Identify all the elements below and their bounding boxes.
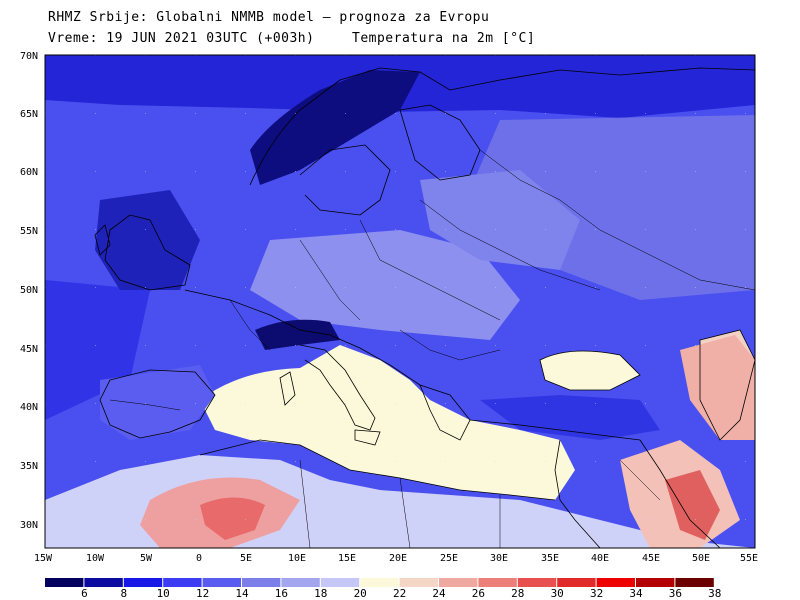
colorbar-label: 10 <box>157 587 170 600</box>
colorbar-label: 6 <box>81 587 88 600</box>
lat-label: 50N <box>20 285 38 296</box>
lon-label: 35E <box>541 553 559 564</box>
colorbar-swatch <box>123 578 163 587</box>
lon-label: 0 <box>196 553 202 564</box>
lat-label: 30N <box>20 520 38 531</box>
lon-label: 40E <box>591 553 609 564</box>
colorbar-swatch <box>399 578 438 587</box>
lon-label: 5E <box>240 553 252 564</box>
lon-label: 20E <box>389 553 407 564</box>
colorbar-label: 34 <box>629 587 643 600</box>
colorbar-label: 26 <box>472 587 485 600</box>
parameter-label: Temperatura na 2m [°C] <box>352 31 536 46</box>
colorbar-swatch <box>360 578 399 587</box>
lon-label: 15E <box>338 553 356 564</box>
colorbar-swatch <box>242 578 281 587</box>
colorbar-swatch <box>636 578 675 587</box>
colorbar-label: 8 <box>120 587 127 600</box>
chart-title-line2: Vreme: 19 JUN 2021 03UTC (+003h) <box>48 31 315 46</box>
colorbar-label: 30 <box>551 587 564 600</box>
colorbar-swatch <box>163 578 202 587</box>
lon-label: 25E <box>440 553 458 564</box>
colorbar-swatch <box>84 578 123 587</box>
colorbar-swatch <box>596 578 635 587</box>
lon-label: 50E <box>692 553 710 564</box>
lon-label: 15W <box>34 553 53 564</box>
colorbar-swatch <box>281 578 320 587</box>
colorbar-label: 18 <box>314 587 327 600</box>
lon-label: 10W <box>86 553 105 564</box>
lon-label: 10E <box>288 553 306 564</box>
lat-label: 65N <box>20 109 38 120</box>
lat-label: 70N <box>20 51 38 62</box>
lon-label: 30E <box>490 553 508 564</box>
latitude-labels: 70N 65N 60N 55N 50N 45N 40N 35N 30N <box>20 51 38 531</box>
colorbar-swatch <box>478 578 517 587</box>
map-frame <box>44 54 756 549</box>
colorbar-label: 28 <box>511 587 524 600</box>
colorbar-swatch <box>45 578 84 587</box>
lat-label: 40N <box>20 402 38 413</box>
colorbar-swatch <box>439 578 478 587</box>
longitude-labels: 15W 10W 5W 0 5E 10E 15E 20E 25E 30E 35E … <box>34 553 758 564</box>
lat-label: 45N <box>20 344 38 355</box>
colorbar-label: 24 <box>432 587 446 600</box>
chart-title-line1: RHMZ Srbije: Globalni NMMB model — progn… <box>48 10 490 25</box>
colorbar-label: 38 <box>708 587 721 600</box>
colorbar-swatch <box>320 578 360 587</box>
lat-label: 35N <box>20 461 38 472</box>
map-field <box>45 55 755 548</box>
colorbar-swatch <box>202 578 241 587</box>
colorbar-label: 22 <box>393 587 406 600</box>
lon-label: 45E <box>642 553 660 564</box>
colorbar-label: 16 <box>275 587 288 600</box>
lat-label: 60N <box>20 167 38 178</box>
colorbar-label: 32 <box>590 587 603 600</box>
colorbar-label: 12 <box>196 587 209 600</box>
lon-label: 5W <box>140 553 153 564</box>
colorbar-label: 36 <box>669 587 682 600</box>
colorbar-swatch <box>557 578 596 587</box>
colorbar-label: 20 <box>354 587 367 600</box>
lon-label: 55E <box>740 553 758 564</box>
colorbar-swatch <box>675 578 714 587</box>
colorbar-label: 14 <box>235 587 249 600</box>
colorbar-swatch <box>517 578 557 587</box>
colorbar: 6 8 10 12 14 16 18 20 22 24 26 28 30 32 34 36 38 <box>45 578 721 600</box>
lat-label: 55N <box>20 226 38 237</box>
